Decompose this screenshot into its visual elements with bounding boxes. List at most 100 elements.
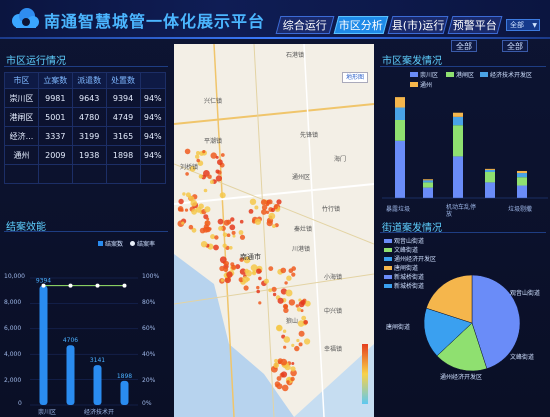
heat-point [281,384,289,392]
closing-efficiency-chart: 9394 4706 3141 1898 [30,278,138,406]
tab-label: 县(市)运行 [391,19,445,32]
heat-point [290,376,295,382]
filter-all-right-button[interactable]: 全部 [502,40,528,52]
table-cell: 94% [139,107,166,127]
stacked-bar-segment [517,185,527,198]
stacked-bar-segment [517,170,527,174]
y-tick-label: 0 [18,400,22,407]
y2-tick-label: 40% [142,351,156,358]
table-cell: 3165 [105,126,141,146]
map-place-label: 中兴镇 [324,308,343,315]
legend-swatch [410,82,418,87]
heat-point [239,257,244,262]
heat-point [181,221,185,225]
map-place-label: 平潮镇 [204,138,223,145]
heat-point [276,199,282,205]
tab-label: 综合运行 [282,19,327,32]
road [174,103,374,125]
heat-point [219,265,225,272]
heat-point [284,281,288,285]
heat-point [226,219,232,225]
pie-slice [471,274,521,369]
heat-point [280,267,287,274]
page-title: 南通智慧城管一体化展示平台 [44,12,266,31]
heat-point [261,209,267,215]
heat-point [215,169,220,174]
section-title-district-cases: 市区案发情况 [382,56,442,67]
heat-point [260,199,267,206]
table-cell: 港闸区 [4,107,39,127]
table-header-cell: 派遣数 [71,72,107,89]
road [174,163,374,245]
tab-district-analysis[interactable]: 市区分析 [333,16,389,34]
stacked-bar-segment [395,97,405,108]
legend-closed-count: 结案数 [98,239,123,248]
heat-point [219,192,226,199]
heat-point [204,206,211,213]
y-tick-label: 10,000 [4,273,25,280]
heat-point [273,362,279,369]
heat-point [198,174,203,179]
legend-swatch [480,72,488,77]
heat-point [254,205,259,210]
section-title-district-ops: 市区运行情况 [6,56,66,67]
heat-point [256,285,260,290]
table-cell: 通州 [4,145,39,165]
heat-point [224,277,231,284]
pie-slice [423,307,473,357]
heat-point [215,175,222,182]
legend-item: 观音山街道 [384,236,424,245]
heat-point [256,289,260,294]
table-cell: 94% [139,145,166,165]
data-label: 4706 [63,337,78,344]
heat-point [202,150,206,154]
district-table: 市区 立案数 派遣数 处置数 崇川区 9981 9643 9394 94% 港闸… [4,72,166,184]
heat-point [232,234,236,238]
tab-county-operation[interactable]: 县(市)运行 [387,16,449,34]
data-label: 3141 [90,357,105,364]
heat-point [285,289,293,297]
heat-point [248,209,254,214]
tab-overview[interactable]: 综合运行 [275,16,335,34]
heat-point [200,241,208,248]
table-cell: 经济... [4,126,39,146]
section-title-closing-efficiency: 结案效能 [6,222,46,233]
heat-map[interactable]: 地形图 石港镇 兴仁镇 平潮镇 刘桥镇 先锋镇 通州区 南通市 竹行镇 小海镇 … [174,44,374,417]
y2-tick-label: 60% [142,325,156,332]
road [253,44,275,417]
filter-all-left-button[interactable]: 全部 [451,40,477,52]
heat-point [238,230,244,235]
table-cell: 94% [139,126,166,146]
table-header-cell [139,72,166,89]
map-place-label: 南通市 [240,253,261,261]
heat-point [290,366,296,372]
heat-point [203,224,209,230]
legend-label: 观音山街道 [394,238,425,245]
y2-tick-label: 0% [142,400,152,407]
heat-point [217,159,223,166]
header-select[interactable]: 全部 ▼ [506,19,540,31]
map-type-button[interactable]: 地形图 [342,72,368,83]
table-cell: 94% [139,88,166,108]
heat-point [276,324,283,332]
map-place-label: 海门 [334,156,347,163]
header-divider [0,37,550,39]
heat-point [239,268,247,275]
x-tick-label: 暴露垃圾 [386,206,411,213]
heat-point [191,208,197,215]
data-label: 1898 [117,373,132,380]
tab-label: 市区分析 [338,19,383,32]
stacked-bar-segment [423,187,433,198]
table-cell: 1938 [71,145,107,165]
header-select-value: 全部 [510,21,524,29]
heat-point [206,217,210,221]
stacked-bar-segment [423,182,433,188]
heat-point [239,219,244,224]
tab-warning-platform[interactable]: 预警平台 [447,16,503,34]
heat-point [185,172,189,176]
heat-point [196,151,200,155]
heat-point [282,329,287,333]
map-place-label: 刘桥镇 [180,164,199,171]
heat-point [291,362,295,365]
x-tick-label: 垃圾剔撒 [508,206,533,213]
